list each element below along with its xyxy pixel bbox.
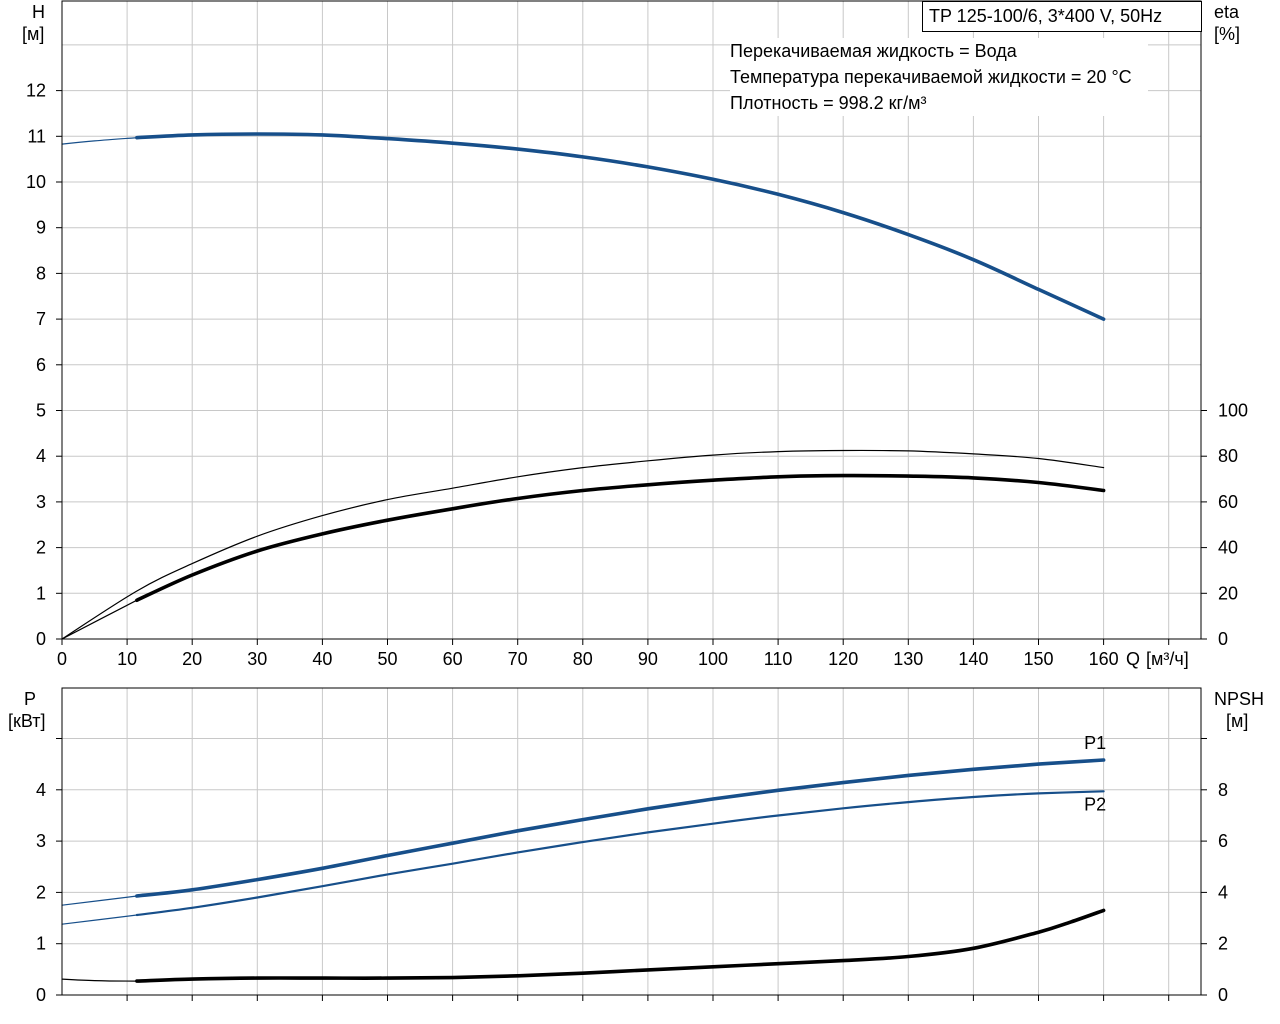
q-tick-label: 110 [764, 649, 793, 669]
eta-tick-label: 0 [1218, 629, 1228, 649]
p-tick-label: 4 [36, 780, 46, 800]
q-axis-unit: [м³/ч] [1146, 649, 1189, 669]
fluid-info: Перекачиваемая жидкость = Вода Температу… [730, 38, 1148, 116]
eta-axis-label: eta [1214, 2, 1240, 22]
curve-p2-extrapolated [61, 914, 138, 925]
q-tick-label: 60 [443, 649, 463, 669]
h-tick-label: 5 [36, 401, 46, 421]
p-axis-label: P [24, 689, 36, 709]
curve-eta-total [135, 473, 1106, 602]
q-tick-label: 0 [57, 649, 67, 669]
h-tick-label: 4 [36, 446, 46, 466]
q-tick-label: 140 [958, 649, 988, 669]
lower-curves [61, 758, 1106, 983]
curve-label-p2: P2 [1084, 794, 1106, 814]
npsh-tick-label: 2 [1218, 934, 1228, 954]
h-tick-label: 10 [26, 172, 46, 192]
h-axis-unit: [м] [22, 24, 44, 44]
h-tick-label: 9 [36, 218, 46, 238]
eta-tick-label: 40 [1218, 538, 1238, 558]
fluid-info-line: Температура перекачиваемой жидкости = 20… [730, 67, 1132, 87]
eta-tick-label: 80 [1218, 446, 1238, 466]
lower-ticks: 0 1 2 3 4 0 2 4 6 8 [36, 738, 1228, 1005]
p-tick-label: 0 [36, 985, 46, 1005]
chart-title: TP 125-100/6, 3*400 V, 50Hz [922, 1, 1202, 32]
eta-tick-label: 20 [1218, 583, 1238, 603]
curve-p1 [135, 758, 1106, 898]
q-tick-label: 160 [1089, 649, 1119, 669]
npsh-axis-label: NPSH [1214, 689, 1264, 709]
h-tick-label: 3 [36, 492, 46, 512]
q-tick-label: 10 [117, 649, 137, 669]
h-tick-label: 11 [27, 126, 46, 146]
q-tick-label: 150 [1023, 649, 1053, 669]
q-axis-label: Q [1126, 649, 1140, 669]
eta-tick-label: 100 [1218, 401, 1248, 421]
h-axis-label: H [32, 2, 45, 22]
p-tick-label: 1 [36, 934, 46, 954]
curve-p2 [135, 790, 1105, 917]
curve-labels: P1 P2 [1084, 733, 1106, 815]
h-tick-label: 7 [36, 309, 46, 329]
curve-h [135, 132, 1106, 321]
npsh-tick-label: 8 [1218, 780, 1228, 800]
h-tick-label: 12 [26, 81, 46, 101]
fluid-info-line: Плотность = 998.2 кг/м³ [730, 93, 927, 113]
curve-h-extrapolated [61, 137, 138, 145]
fluid-info-line: Перекачиваемая жидкость = Вода [730, 41, 1017, 61]
h-tick-label: 8 [36, 263, 46, 283]
q-tick-label: 90 [638, 649, 658, 669]
curve-npsh [135, 908, 1106, 983]
h-tick-label: 6 [36, 355, 46, 375]
upper-plot-frame [61, 0, 1202, 640]
lower-grid [62, 688, 1201, 995]
upper-curves [61, 132, 1106, 640]
h-tick-label: 1 [36, 583, 46, 603]
p-tick-label: 3 [36, 831, 46, 851]
npsh-tick-label: 6 [1218, 831, 1228, 851]
eta-tick-label: 60 [1218, 492, 1238, 512]
q-tick-label: 30 [247, 649, 267, 669]
curve-label-p1: P1 [1084, 733, 1106, 753]
q-tick-label: 80 [573, 649, 593, 669]
q-tick-label: 50 [377, 649, 397, 669]
h-tick-label: 0 [36, 629, 46, 649]
eta-axis-unit: [%] [1214, 24, 1240, 44]
q-tick-label: 40 [312, 649, 332, 669]
p-axis-unit: [кВт] [8, 711, 46, 731]
q-tick-label: 100 [698, 649, 728, 669]
curve-eta-total-extrapolated [61, 599, 138, 640]
h-tick-label: 2 [36, 538, 46, 558]
q-tick-label: 120 [828, 649, 858, 669]
curve-p1-extrapolated [61, 895, 138, 906]
curve-npsh-extrapolated [61, 978, 138, 982]
q-tick-label: 20 [182, 649, 202, 669]
q-tick-label: 70 [508, 649, 528, 669]
p-tick-label: 2 [36, 882, 46, 902]
npsh-tick-label: 0 [1218, 985, 1228, 1005]
q-tick-label: 130 [893, 649, 923, 669]
npsh-axis-unit: [м] [1226, 711, 1248, 731]
curve-eta [61, 449, 1105, 640]
npsh-tick-label: 4 [1218, 882, 1228, 902]
